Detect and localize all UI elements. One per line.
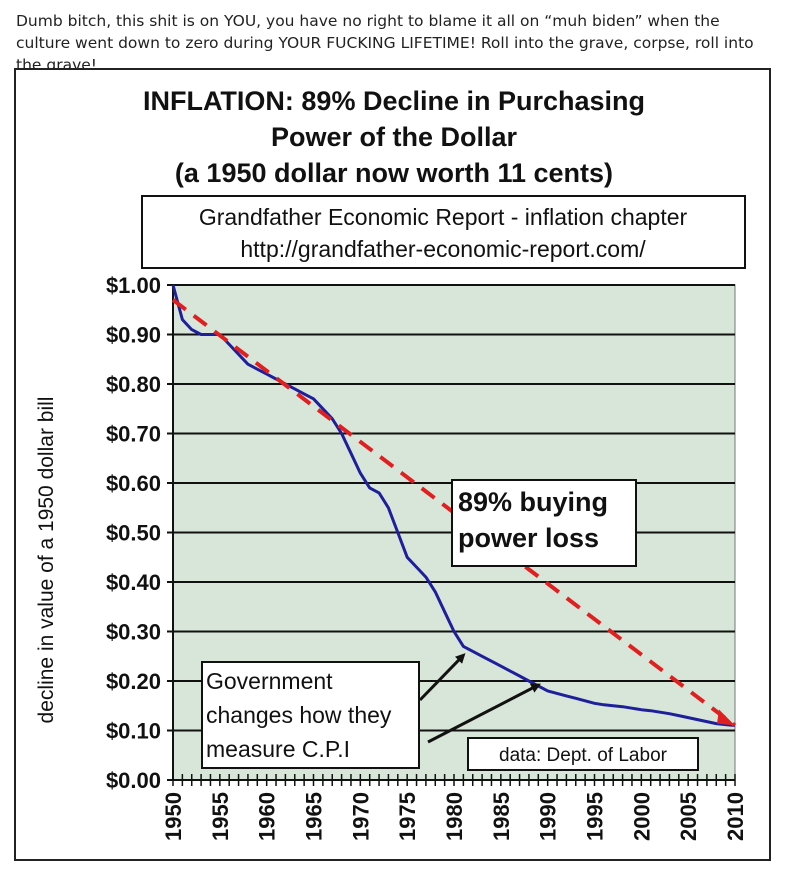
- buying-power-callout-line-1: 89% buying: [458, 487, 608, 517]
- cpi-arrow-1: [418, 653, 466, 702]
- y-tick-label: $0.50: [106, 521, 161, 546]
- cpi-arrow-2: [427, 683, 541, 744]
- source-box: [467, 737, 699, 771]
- x-tick-label: 1970: [348, 792, 373, 841]
- x-tick-labels: 1950 1955 1960 1965 1970 1975 1980 1985 1990 1995…: [161, 792, 748, 841]
- cpi-callout-line-3: measure C.P.I: [206, 736, 350, 762]
- trend-arrowhead: [717, 709, 735, 726]
- x-tick-label: 1990: [536, 792, 561, 841]
- y-tick-label: $0.40: [106, 570, 161, 595]
- y-tick-label: $0.10: [106, 719, 161, 744]
- y-tick-label: $0.60: [106, 471, 161, 496]
- x-tick-label: 1995: [583, 792, 608, 841]
- y-tick-label: $0.90: [106, 323, 161, 348]
- y-axis-label: decline in value of a 1950 dollar bill: [35, 397, 58, 724]
- source-label: data: Dept. of Labor: [499, 745, 668, 766]
- y-tick-label: $0.30: [106, 620, 161, 645]
- y-tick-label: $0.20: [106, 669, 161, 694]
- x-tick-label: 1960: [255, 792, 280, 841]
- chart-svg: INFLATION: 89% Decline in Purchasing Pow…: [35, 86, 748, 841]
- buying-power-callout-box: [451, 479, 637, 567]
- y-tick-label: $1.00: [106, 273, 161, 298]
- subtitle-line-2: http://grandfather-economic-report.com/: [240, 236, 646, 262]
- cpi-callout-box: [201, 661, 420, 769]
- x-tick-label: 1950: [161, 792, 186, 841]
- buying-power-callout-line-2: power loss: [458, 523, 599, 553]
- y-tick-label: $0.80: [106, 372, 161, 397]
- subtitle-box: [141, 195, 746, 269]
- chart-figure: INFLATION: 89% Decline in Purchasing Pow…: [14, 68, 771, 861]
- x-tick-label: 2010: [723, 792, 748, 841]
- cpi-callout-line-2: changes how they: [206, 702, 392, 728]
- y-tick-labels: $0.00 $0.10 $0.20 $0.30 $0.40 $0.50 $0.60 $0.70…: [106, 273, 161, 793]
- x-tick-label: 1965: [302, 792, 327, 841]
- x-tick-label: 2000: [629, 792, 654, 841]
- chart-title-line-1: INFLATION: 89% Decline in Purchasing: [143, 86, 645, 116]
- x-tick-label: 1985: [489, 792, 514, 841]
- cpi-callout-line-1: Government: [206, 668, 333, 694]
- post-text: Dumb bitch, this shit is on YOU, you hav…: [16, 12, 754, 74]
- y-tick-label: $0.00: [106, 768, 161, 793]
- x-minor-ticks: [172, 774, 736, 786]
- x-tick-label: 1975: [395, 792, 420, 841]
- x-tick-label: 1955: [208, 792, 233, 841]
- x-tick-label: 1980: [442, 792, 467, 841]
- series-dollar-value-line: [171, 284, 736, 727]
- subtitle-line-1: Grandfather Economic Report - inflation …: [199, 204, 688, 230]
- chart-title-line-2: Power of the Dollar: [271, 122, 518, 152]
- chart-title-line-3: (a 1950 dollar now worth 11 cents): [175, 158, 613, 188]
- y-tick-label: $0.70: [106, 422, 161, 447]
- x-tick-label: 2005: [676, 792, 701, 841]
